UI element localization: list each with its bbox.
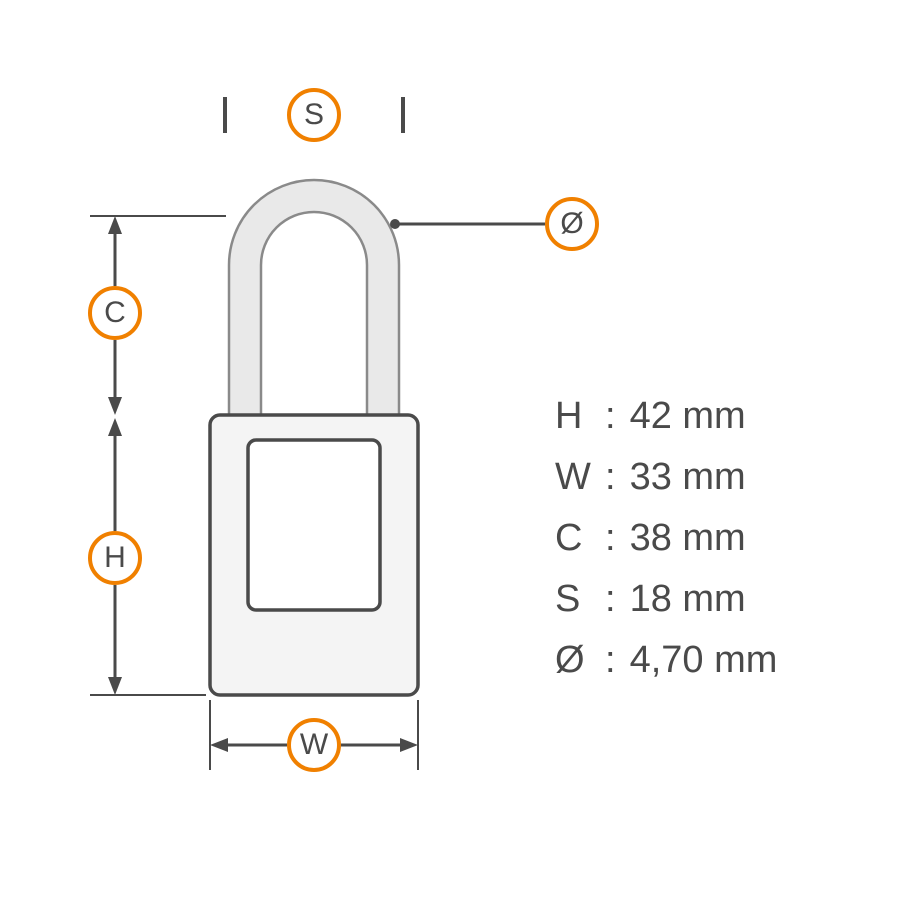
dim-label-s: S [287,88,341,142]
spec-key: Ø [555,639,605,682]
spec-colon: : [605,456,630,499]
spec-row: Ø:4,70 mm [555,639,777,682]
spec-value: 4,70 mm [630,639,778,682]
spec-colon: : [605,578,630,621]
spec-colon: : [605,517,630,560]
spec-value: 33 mm [630,456,746,499]
spec-value: 18 mm [630,578,746,621]
dim-label-c: C [88,286,142,340]
spec-row: C:38 mm [555,517,777,560]
dim-label-w: W [287,718,341,772]
spec-value: 42 mm [630,395,746,438]
spec-colon: : [605,639,630,682]
spec-key: S [555,578,605,621]
spec-colon: : [605,395,630,438]
spec-row: W:33 mm [555,456,777,499]
spec-row: S:18 mm [555,578,777,621]
spec-value: 38 mm [630,517,746,560]
dim-label-diameter: Ø [545,197,599,251]
spec-key: W [555,456,605,499]
spec-key: H [555,395,605,438]
spec-key: C [555,517,605,560]
dim-label-h: H [88,531,142,585]
diagram-canvas: SCHWØ H:42 mmW:33 mmC:38 mmS:18 mmØ:4,70… [0,0,900,900]
spec-list: H:42 mmW:33 mmC:38 mmS:18 mmØ:4,70 mm [555,395,777,682]
spec-row: H:42 mm [555,395,777,438]
